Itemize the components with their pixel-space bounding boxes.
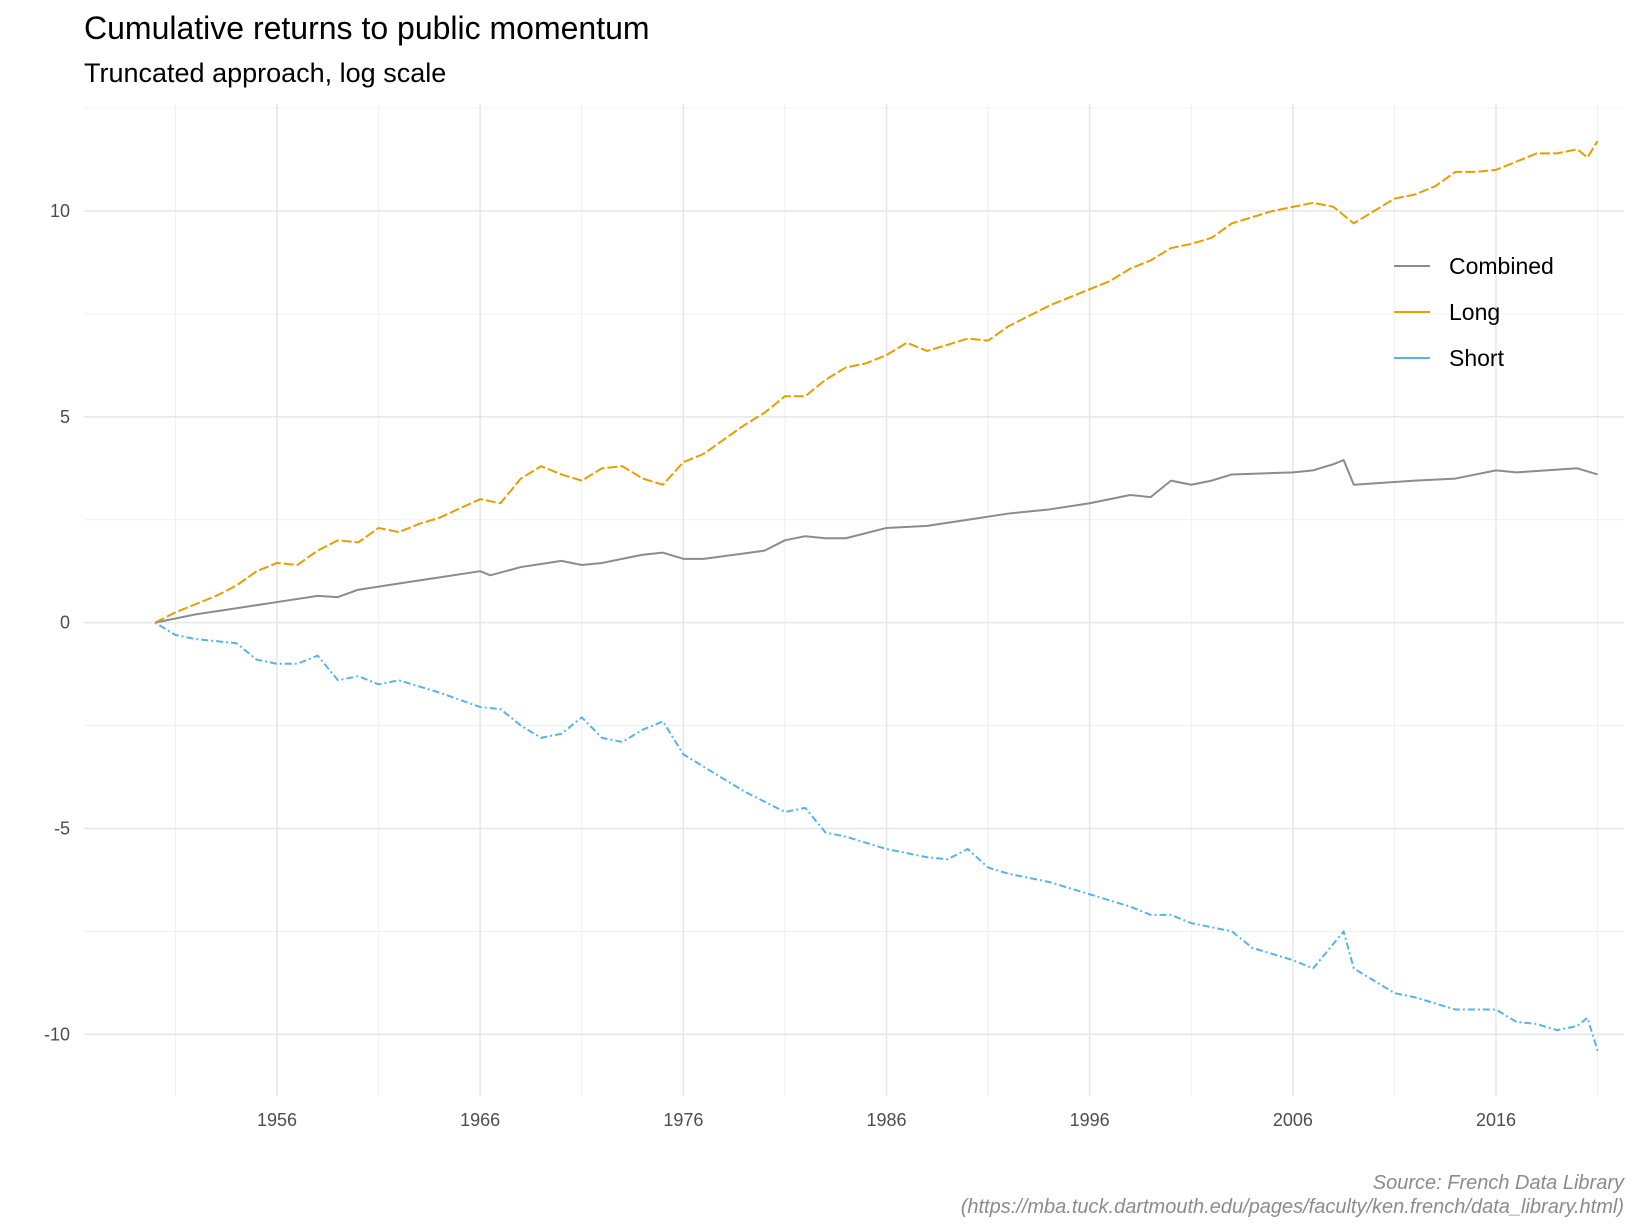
legend: Combined Long Short (1394, 253, 1554, 371)
series-line-combined (154, 459, 1598, 624)
source-url-caption: (https://mba.tuck.dartmouth.edu/pages/fa… (960, 1196, 1624, 1218)
x-axis-ticks: 1956 1966 1976 1986 1996 2006 2016 (257, 1110, 1516, 1130)
x-tick-label: 1966 (460, 1110, 500, 1130)
y-tick-label: 5 (60, 407, 70, 427)
y-tick-label: 0 (60, 613, 70, 633)
grid-minor (84, 104, 1624, 1096)
x-tick-label: 1976 (663, 1110, 703, 1130)
y-tick-label: -10 (44, 1024, 70, 1044)
x-tick-label: 1986 (866, 1110, 906, 1130)
x-tick-label: 2006 (1273, 1110, 1313, 1130)
grid-major (84, 104, 1624, 1096)
series-layer (154, 140, 1599, 1052)
y-tick-label: 10 (50, 201, 70, 221)
legend-label-combined: Combined (1449, 253, 1554, 279)
legend-label-short: Short (1449, 345, 1505, 371)
x-tick-label: 1956 (257, 1110, 297, 1130)
chart-title: Cumulative returns to public momentum (84, 10, 650, 46)
legend-label-long: Long (1449, 299, 1500, 325)
y-tick-label: -5 (54, 818, 70, 838)
x-tick-label: 1996 (1070, 1110, 1110, 1130)
y-axis-ticks: -10 -5 0 5 10 (44, 201, 70, 1044)
x-tick-label: 2016 (1476, 1110, 1516, 1130)
source-caption: Source: French Data Library (1372, 1172, 1624, 1194)
series-line-long (154, 140, 1599, 624)
chart-subtitle: Truncated approach, log scale (84, 58, 447, 88)
series-line-short (154, 621, 1599, 1052)
